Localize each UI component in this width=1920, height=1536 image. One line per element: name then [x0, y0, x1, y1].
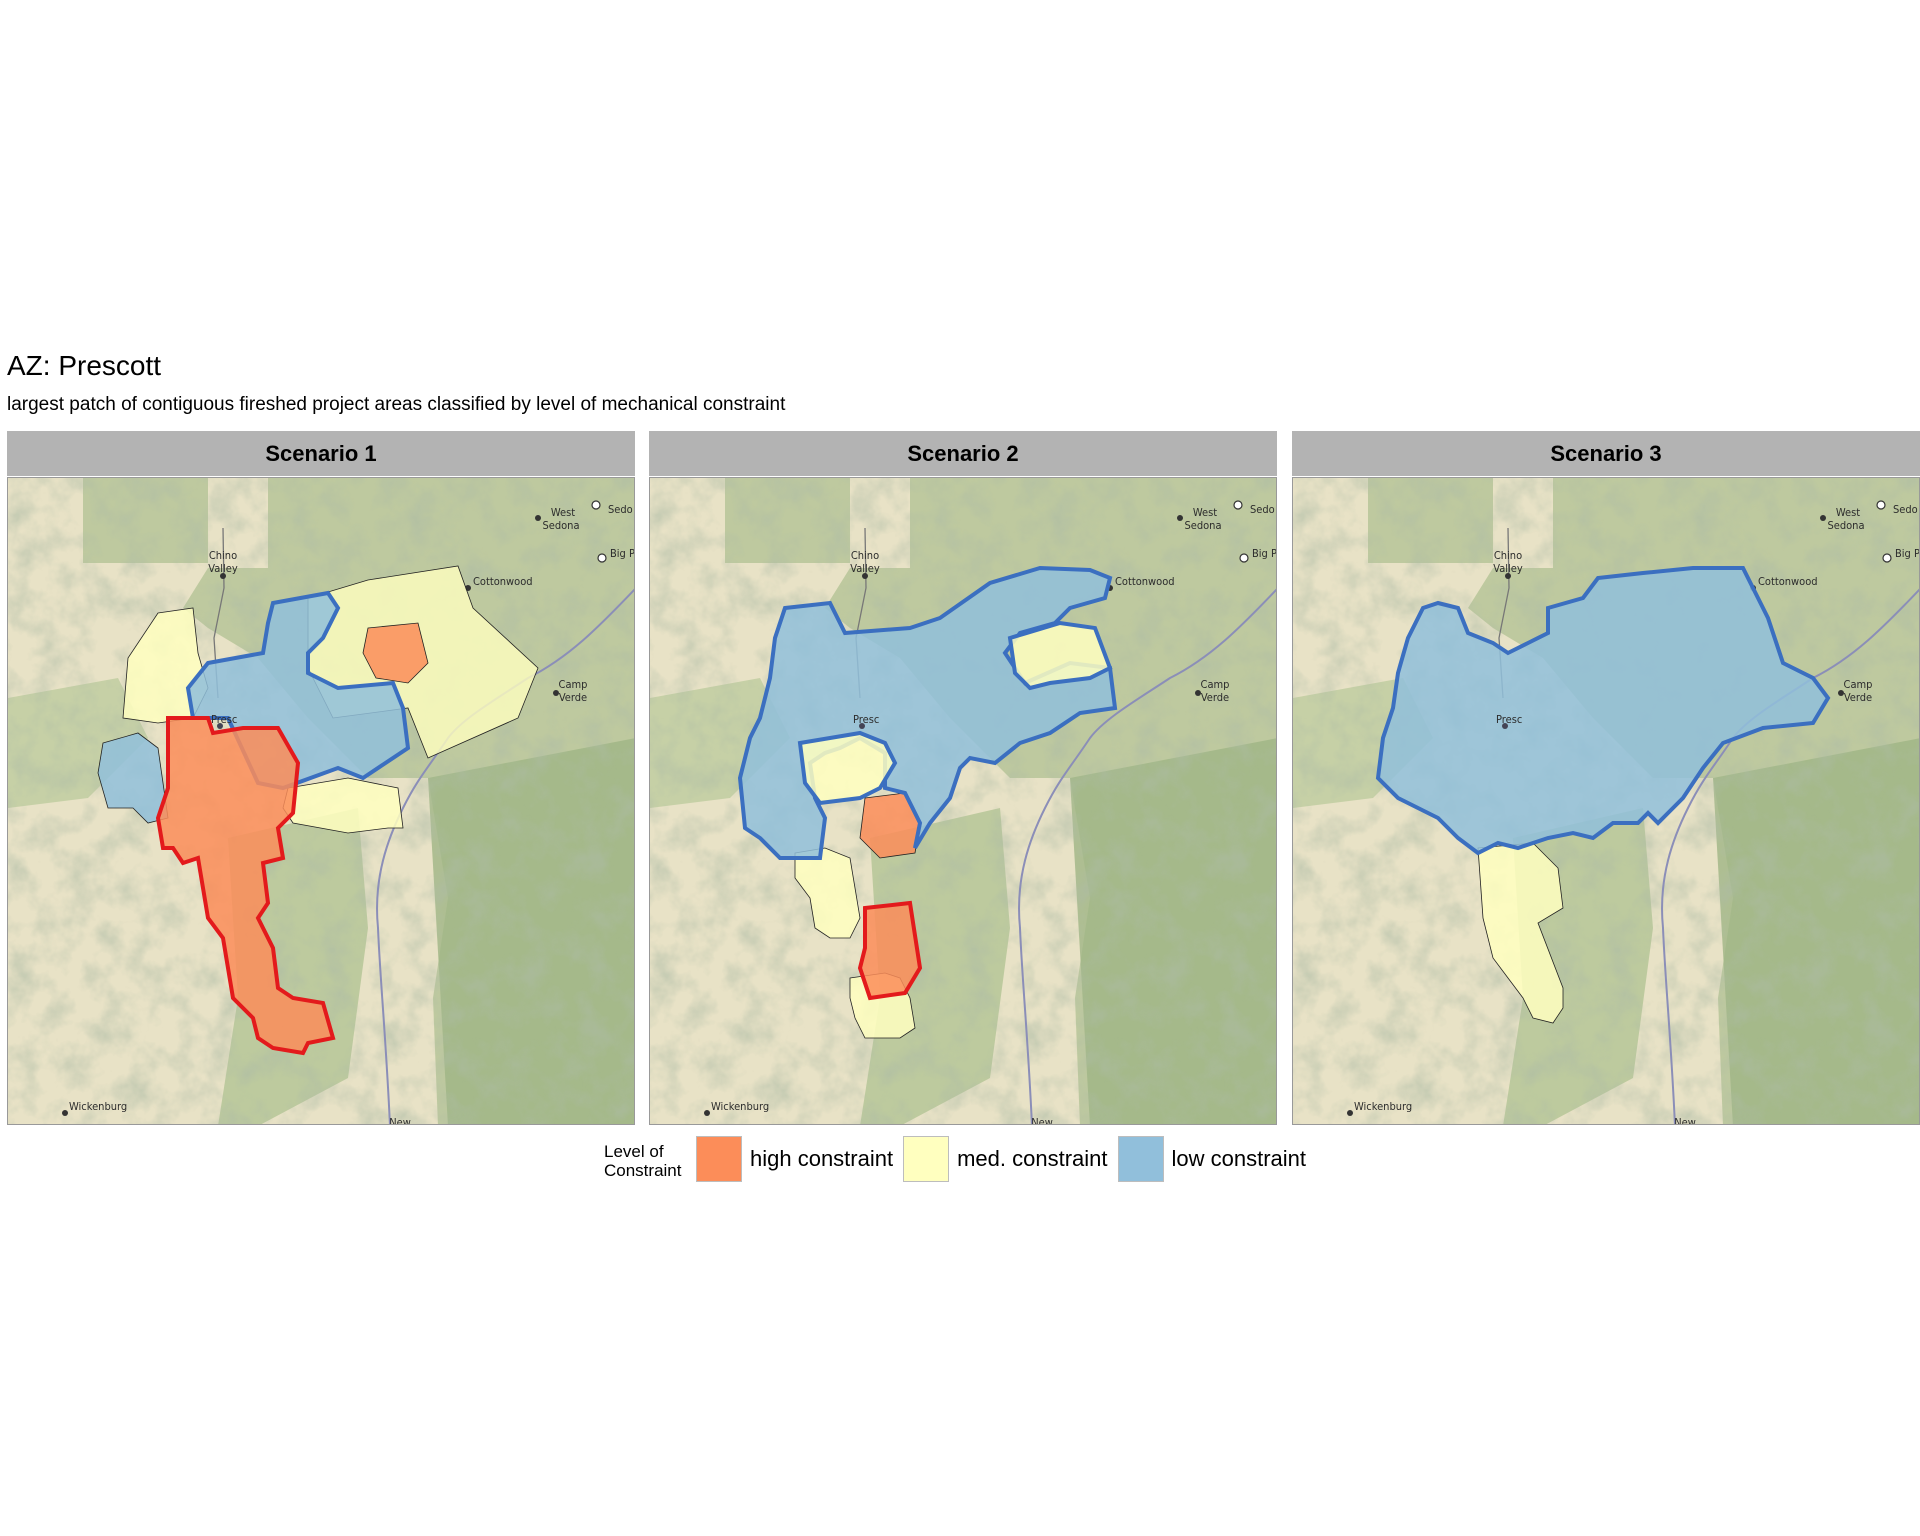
svg-text:Sedo: Sedo — [1250, 503, 1275, 516]
legend-item-low: low constraint — [1117, 1136, 1307, 1182]
place-labels: Chino Valley Cottonwood West Sedona Sedo… — [711, 503, 1277, 1125]
legend-title: Level of Constraint — [604, 1142, 682, 1180]
svg-text:Sedona: Sedona — [1827, 519, 1864, 532]
svg-text:Presc: Presc — [853, 713, 879, 726]
svg-text:Sedona: Sedona — [1184, 519, 1221, 532]
map-scenario-3: Chino Valley Cottonwood West Sedona Sedo… — [1292, 477, 1920, 1125]
svg-text:Chino: Chino — [1494, 549, 1522, 562]
svg-text:New: New — [1031, 1116, 1053, 1125]
svg-text:Valley: Valley — [850, 562, 880, 575]
legend-item-high: high constraint — [696, 1136, 893, 1182]
map-svg: Chino Valley Cottonwood West Sedona Sedo… — [8, 478, 635, 1125]
svg-text:Chino: Chino — [209, 549, 237, 562]
svg-text:Chino: Chino — [851, 549, 879, 562]
project-areas — [97, 565, 539, 1056]
svg-text:Sedona: Sedona — [542, 519, 579, 532]
svg-text:New: New — [389, 1116, 411, 1125]
svg-text:Wickenburg: Wickenburg — [69, 1100, 127, 1113]
panel-title: Scenario 2 — [649, 431, 1277, 476]
legend-label-med: med. constraint — [957, 1146, 1108, 1171]
svg-text:Camp: Camp — [1844, 678, 1873, 691]
plot-subtitle: largest patch of contiguous fireshed pro… — [7, 394, 786, 415]
place-labels: Chino Valley Cottonwood West Sedona Sedo… — [69, 503, 635, 1125]
place-labels: Chino Valley Cottonwood West Sedona Sedo… — [1354, 503, 1920, 1125]
legend-label-low: low constraint — [1171, 1146, 1307, 1171]
project-areas — [1375, 566, 1831, 1024]
svg-text:West: West — [1836, 506, 1860, 519]
svg-text:Sedo: Sedo — [1893, 503, 1918, 516]
legend-swatch-med — [903, 1136, 950, 1182]
svg-text:Camp: Camp — [559, 678, 588, 691]
panel-scenario-1: Scenario 1 — [7, 431, 635, 1125]
panel-scenario-2: Scenario 2 — [649, 431, 1277, 1125]
map-svg: Chino Valley Cottonwood West Sedona Sedo… — [1293, 478, 1920, 1125]
svg-text:Big P: Big P — [1895, 547, 1920, 560]
legend-swatch-low — [1117, 1136, 1164, 1182]
svg-text:Cottonwood: Cottonwood — [1758, 575, 1818, 588]
svg-text:West: West — [1193, 506, 1217, 519]
svg-text:Camp: Camp — [1201, 678, 1230, 691]
svg-text:Presc: Presc — [1496, 713, 1522, 726]
panel-scenario-3: Scenario 3 — [1292, 431, 1920, 1125]
panel-title: Scenario 3 — [1292, 431, 1920, 476]
map-svg: Chino Valley Cottonwood West Sedona Sedo… — [650, 478, 1277, 1125]
svg-text:Cottonwood: Cottonwood — [1115, 575, 1175, 588]
svg-text:Sedo: Sedo — [608, 503, 633, 516]
svg-text:Wickenburg: Wickenburg — [1354, 1100, 1412, 1113]
panel-title: Scenario 1 — [7, 431, 635, 476]
legend-label-high: high constraint — [750, 1146, 894, 1171]
svg-text:Verde: Verde — [559, 691, 587, 704]
svg-text:Wickenburg: Wickenburg — [711, 1100, 769, 1113]
project-areas — [737, 565, 1118, 1039]
svg-text:Cottonwood: Cottonwood — [473, 575, 533, 588]
legend-swatch-high — [696, 1136, 742, 1182]
map-scenario-1: Chino Valley Cottonwood West Sedona Sedo… — [7, 477, 635, 1125]
svg-text:Valley: Valley — [208, 562, 238, 575]
svg-text:Verde: Verde — [1201, 691, 1229, 704]
svg-text:West: West — [551, 506, 575, 519]
svg-text:New: New — [1674, 1116, 1696, 1125]
svg-text:Presc: Presc — [211, 713, 237, 726]
svg-text:Valley: Valley — [1493, 562, 1523, 575]
svg-text:Big P: Big P — [610, 547, 635, 560]
legend-item-med: med. constraint — [903, 1136, 1108, 1182]
legend: Level of Constraint high constraint med. … — [604, 1134, 1316, 1184]
map-scenario-2: Chino Valley Cottonwood West Sedona Sedo… — [649, 477, 1277, 1125]
svg-text:Verde: Verde — [1844, 691, 1872, 704]
svg-text:Big P: Big P — [1252, 547, 1277, 560]
plot-title: AZ: Prescott — [7, 350, 162, 381]
